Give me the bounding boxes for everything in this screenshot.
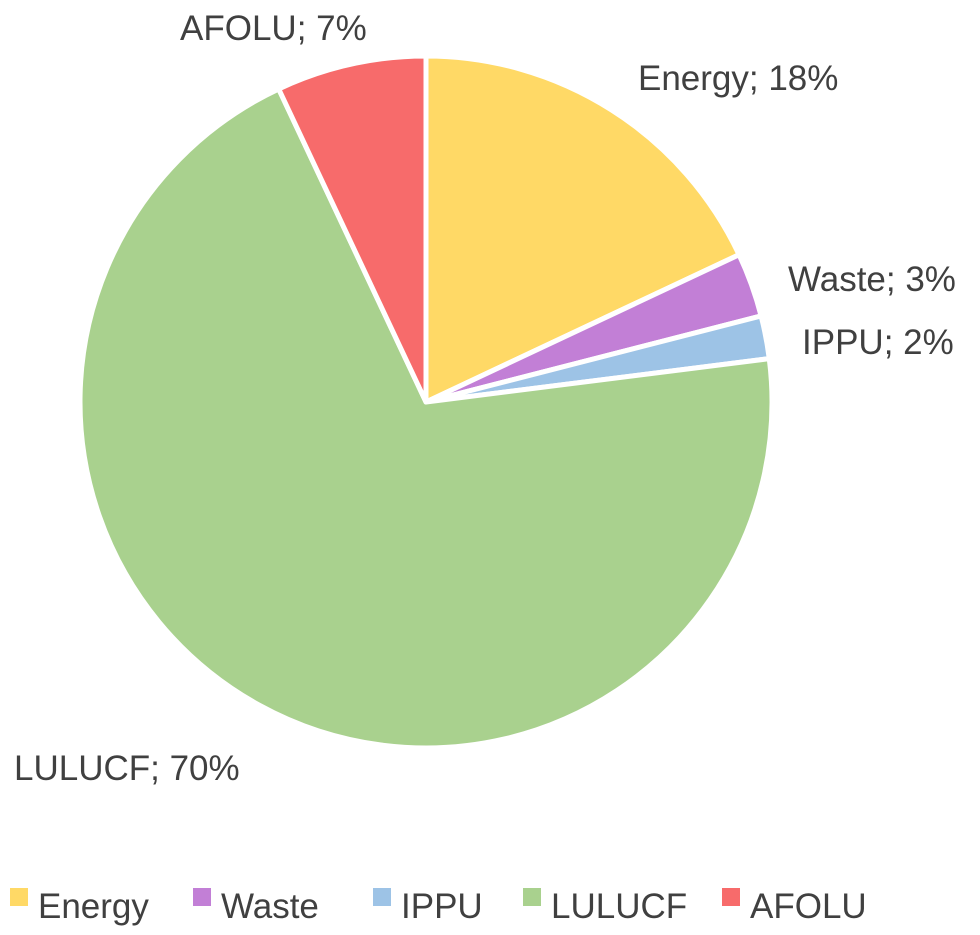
pie-slice-lulucf [77,86,775,751]
slice-label-afolu: AFOLU; 7% [180,9,367,48]
pie-slice-energy [423,53,742,405]
legend-label-lulucf: LULUCF [551,887,687,926]
legend-swatch-lulucf [523,888,541,906]
slice-label-ippu: IPPU; 2% [802,323,954,362]
slice-labels: Energy; 18% Waste; 3% IPPU; 2% LULUCF; 70% A… [14,9,956,788]
legend-label-waste: Waste [221,887,319,926]
legend-swatch-ippu [373,888,391,906]
pie-slice-afolu [276,53,429,405]
legend-swatch-afolu [722,888,740,906]
slice-label-lulucf: LULUCF; 70% [14,749,240,788]
slice-label-energy: Energy; 18% [638,59,838,98]
legend-label-afolu: AFOLU [750,887,867,926]
pie-slices [77,53,775,751]
legend-swatch-energy [10,888,28,906]
legend-label-ippu: IPPU [401,887,483,926]
legend-label-energy: Energy [38,887,149,926]
legend-swatch-waste [193,888,211,906]
legend: Energy Waste IPPU LULUCF AFOLU [10,887,867,926]
slice-label-waste: Waste; 3% [788,260,956,299]
